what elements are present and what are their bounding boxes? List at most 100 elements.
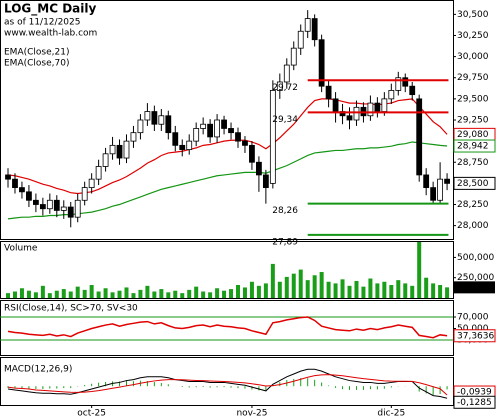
volume-bar: [291, 273, 296, 298]
panel-title: MACD(12,26,9): [4, 365, 72, 375]
volume-bar: [270, 263, 275, 298]
volume-bar: [26, 290, 31, 298]
candle-body: [297, 30, 304, 49]
candle-body: [332, 98, 339, 112]
volume-bar: [82, 289, 87, 298]
candle-body: [151, 111, 158, 125]
volume-bar: [215, 288, 220, 298]
candle-body: [214, 119, 220, 138]
signal-line: [7, 374, 448, 396]
candle-body: [88, 178, 95, 189]
candle-body: [200, 123, 207, 129]
volume-bar: [152, 291, 157, 298]
candle-body: [304, 18, 311, 32]
candle-body: [402, 77, 409, 87]
volume-bar: [326, 281, 331, 298]
volume-bar: [417, 242, 422, 298]
volume-bar: [354, 280, 359, 298]
candle-body: [290, 47, 297, 66]
candle-body: [5, 174, 11, 180]
y-tick-label: 29,750: [457, 73, 489, 83]
candle-body: [60, 206, 67, 211]
candle-body: [81, 187, 88, 201]
volume-bar: [117, 290, 122, 298]
subtitle: as of 11/12/2025: [4, 18, 80, 28]
candle-body: [165, 115, 172, 134]
candle-body: [74, 199, 81, 218]
volume-bar: [124, 287, 129, 298]
candle-body: [102, 153, 109, 167]
level-label: 27,89: [272, 237, 298, 247]
y-tick-label: 50,000: [457, 324, 489, 334]
x-tick-label: nov-25: [236, 409, 267, 419]
volume-bar: [319, 272, 324, 298]
candle-body: [67, 206, 74, 218]
volume-bar: [131, 293, 136, 298]
candle-body: [318, 39, 325, 87]
volume-bar: [75, 286, 80, 298]
candle-body: [242, 140, 248, 146]
y-tick-label: 28,250: [457, 200, 489, 210]
value-label: 37,3636: [457, 331, 494, 341]
candle-body: [123, 140, 130, 159]
x-tick-label: dic-25: [377, 409, 405, 419]
volume-bar: [277, 281, 282, 298]
volume-bar: [201, 291, 206, 298]
volume-bar: [361, 286, 366, 298]
candle-body: [374, 102, 381, 112]
volume-bar: [110, 292, 115, 298]
value-label: -0,0939: [457, 388, 492, 398]
panel-title: RSI(Close,14), SC>70, SV<30: [4, 304, 138, 314]
level-label: 28,26: [272, 206, 298, 216]
volume-bar: [33, 292, 38, 298]
candle-body: [311, 18, 318, 41]
volume-bar: [396, 280, 401, 298]
candle-body: [262, 174, 269, 189]
value-box: [453, 176, 496, 190]
x-tick-label: oct-25: [77, 409, 106, 419]
volume-bar: [166, 292, 171, 298]
volume-panel: [0, 241, 454, 299]
volume-bar: [389, 285, 394, 298]
volume-bar: [194, 286, 199, 298]
candle-body: [444, 178, 450, 184]
candle-body: [193, 128, 200, 142]
volume-bar: [403, 283, 408, 298]
volume-bar: [54, 290, 59, 298]
volume-bar: [40, 285, 45, 298]
volume-bar: [424, 277, 429, 298]
value-label: 29,080: [457, 130, 489, 140]
volume-bar: [284, 276, 289, 298]
candle-body: [130, 132, 137, 142]
volume-bar: [438, 285, 443, 298]
legend-entry: EMA(Close,70): [4, 59, 69, 69]
candle-body: [276, 81, 283, 91]
volume-bar: [256, 285, 261, 298]
candle-body: [39, 204, 46, 210]
candle-body: [430, 187, 437, 201]
candle-body: [19, 187, 25, 193]
candle-body: [388, 90, 395, 100]
volume-bar: [173, 290, 178, 298]
volume-bar: [222, 290, 227, 298]
candle-body: [367, 102, 374, 117]
volume-bar: [12, 291, 17, 298]
y-tick-label: 500,000: [457, 253, 494, 263]
candle-body: [353, 106, 360, 121]
volume-bar: [375, 283, 380, 298]
ema-line: [7, 141, 448, 220]
volume-bar: [445, 287, 450, 298]
y-tick-label: 250,000: [457, 273, 494, 283]
candle-body: [53, 199, 60, 211]
candle-body: [116, 144, 123, 159]
y-tick-label: 28,750: [457, 158, 489, 168]
volume-bar: [382, 281, 387, 298]
candle-body: [26, 191, 32, 201]
candle-body: [172, 132, 179, 146]
volume-bar: [180, 293, 185, 298]
y-tick-label: 29,250: [457, 116, 489, 126]
candle-body: [249, 144, 255, 163]
chart-title: LOG_MC Daily: [4, 2, 96, 17]
candle-body: [437, 178, 444, 201]
